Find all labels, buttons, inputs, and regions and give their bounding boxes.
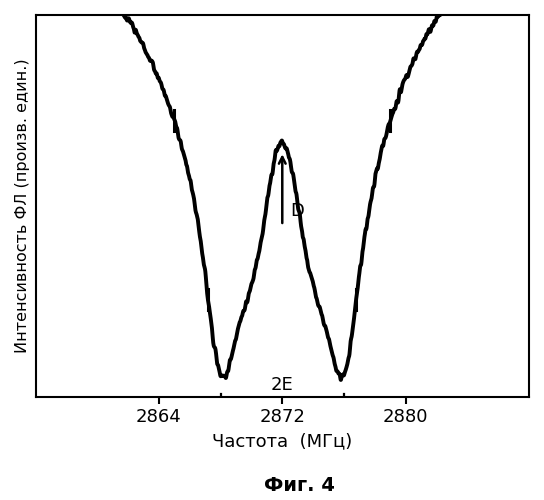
- Text: Фиг. 4: Фиг. 4: [264, 476, 335, 495]
- Text: 2E: 2E: [271, 376, 294, 394]
- X-axis label: Частота  (МГц): Частота (МГц): [212, 432, 353, 450]
- Y-axis label: Интенсивность ФЛ (произв. един.): Интенсивность ФЛ (произв. един.): [15, 58, 30, 353]
- Text: D: D: [290, 202, 304, 220]
